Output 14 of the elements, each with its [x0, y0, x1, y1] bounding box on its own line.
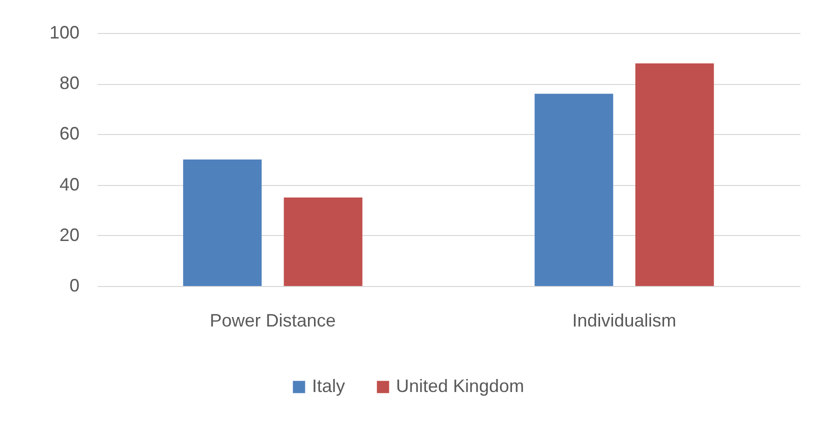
bar	[635, 63, 714, 286]
y-tick-label: 80	[59, 73, 80, 94]
y-tick-label: 20	[59, 224, 80, 245]
y-tick-label: 0	[69, 276, 80, 296]
y-tick-label: 100	[49, 22, 80, 42]
x-tick-label: Individualism	[572, 310, 676, 330]
y-tick-label: 40	[59, 174, 80, 194]
legend-label: United Kingdom	[396, 376, 524, 396]
x-tick-label: Power Distance	[210, 310, 336, 330]
legend-label: Italy	[312, 376, 346, 396]
bar	[534, 94, 614, 286]
y-tick-label: 60	[59, 124, 80, 144]
bar	[183, 160, 262, 286]
bar	[284, 197, 362, 286]
